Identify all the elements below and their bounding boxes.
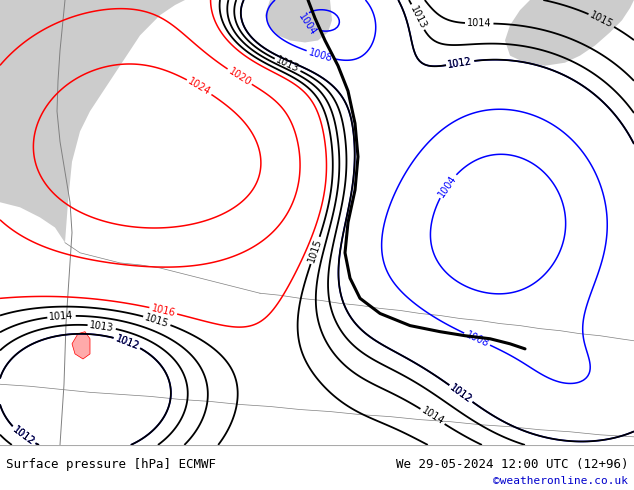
Text: 1014: 1014: [420, 406, 446, 427]
Text: Surface pressure [hPa] ECMWF: Surface pressure [hPa] ECMWF: [6, 458, 216, 471]
Text: 1015: 1015: [144, 312, 170, 329]
Text: ©weatheronline.co.uk: ©weatheronline.co.uk: [493, 476, 628, 486]
Text: 1012: 1012: [10, 424, 36, 447]
Text: 1004: 1004: [436, 173, 458, 199]
Polygon shape: [505, 0, 634, 66]
Text: 1013: 1013: [275, 55, 301, 74]
Text: 1012: 1012: [448, 382, 474, 405]
Text: 1008: 1008: [464, 329, 490, 349]
Polygon shape: [265, 0, 332, 43]
Text: 1014: 1014: [49, 311, 74, 322]
Text: 1004: 1004: [296, 12, 318, 38]
Text: 1014: 1014: [467, 18, 491, 28]
Text: 1015: 1015: [588, 10, 615, 30]
Text: 1012: 1012: [114, 333, 141, 351]
Text: 1024: 1024: [186, 76, 212, 98]
Text: 1008: 1008: [307, 47, 333, 63]
Polygon shape: [72, 332, 90, 359]
Text: 1015: 1015: [307, 237, 324, 264]
Text: 1016: 1016: [150, 303, 176, 318]
Text: We 29-05-2024 12:00 UTC (12+96): We 29-05-2024 12:00 UTC (12+96): [396, 458, 628, 471]
Text: 1012: 1012: [447, 56, 473, 70]
Text: 1020: 1020: [226, 66, 253, 88]
Text: 1013: 1013: [89, 320, 115, 333]
Text: 1012: 1012: [10, 424, 36, 447]
Text: 1012: 1012: [447, 56, 473, 70]
Text: 1013: 1013: [408, 4, 428, 30]
Text: 1012: 1012: [448, 382, 474, 405]
Text: 1012: 1012: [114, 333, 141, 351]
Polygon shape: [0, 0, 185, 243]
